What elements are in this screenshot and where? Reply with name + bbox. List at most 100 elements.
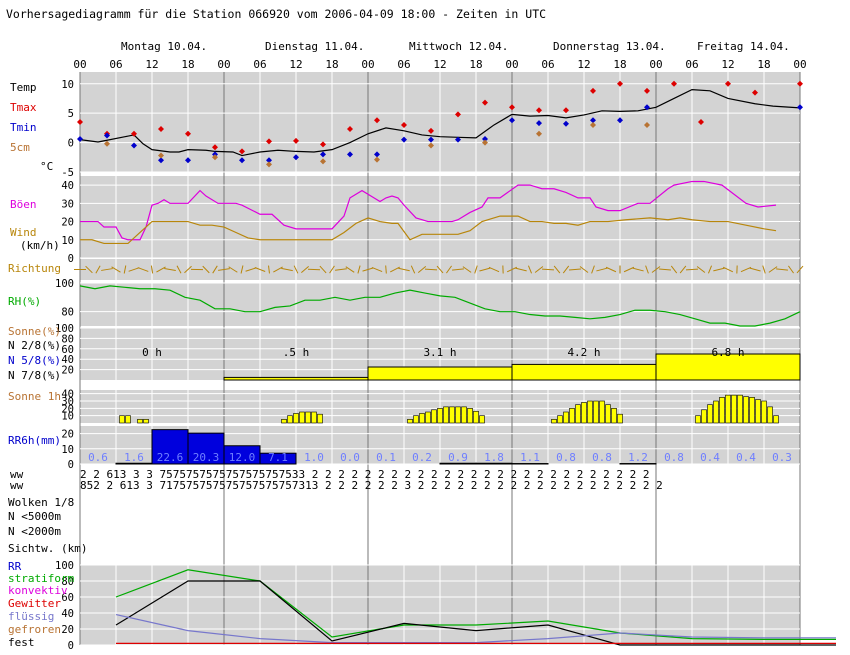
hour-tick-label: 00: [793, 58, 806, 71]
tmin-point: [644, 104, 650, 111]
sun-hours-label: .5 h: [283, 346, 310, 359]
fluessig-line: [115, 614, 836, 644]
tmin-point: [563, 120, 569, 127]
rh-line: [79, 285, 801, 327]
tmax-point: [509, 104, 515, 111]
label-ww1: ww: [10, 468, 24, 481]
wind-direction-arrow: [410, 265, 416, 274]
hour-tick-label: 00: [649, 58, 662, 71]
wind-direction-arrow: [228, 266, 238, 273]
hour-tick-label: 18: [757, 58, 770, 71]
label-sonne: Sonne(%): [8, 325, 61, 338]
sun-hour-bar: [413, 415, 419, 424]
label-5cm: 5cm: [10, 141, 30, 154]
sun-hour-bar: [611, 408, 617, 424]
wind-direction-arrow: [164, 267, 176, 272]
rr6h-bar: [151, 429, 189, 465]
sun-hours-label: 4.2 h: [567, 346, 600, 359]
sun-hour-bar: [695, 415, 701, 424]
tmax-point: [131, 130, 137, 137]
wind-direction-arrow: [137, 267, 149, 272]
tmax-point: [239, 148, 245, 155]
wind-direction-arrow: [101, 268, 113, 271]
sun-hour-bar: [143, 419, 149, 424]
rr6h-value-label: 0.9: [448, 451, 468, 464]
sun-hour-bar: [767, 406, 773, 424]
sun-hour-bar: [557, 415, 563, 424]
hour-tick-label: 18: [613, 58, 626, 71]
wind-direction-arrow: [398, 267, 410, 272]
sun-ytick: 40: [61, 354, 74, 366]
wind-direction-arrow: [128, 267, 140, 272]
ww-row-2: 852 2 613 3 717575757575757575757313 2 2…: [80, 479, 663, 492]
wind-direction-arrow: [562, 265, 570, 274]
sun-hour-bar: [701, 409, 707, 424]
wind-direction-arrow: [301, 265, 309, 274]
wind-direction-arrow: [268, 265, 270, 274]
rr6h-value-label: 0.8: [592, 451, 612, 464]
sun-hour-bar: [773, 415, 779, 424]
temp-ytick: 10: [61, 79, 74, 91]
wind-direction-arrow: [670, 265, 678, 274]
tmin-point: [104, 132, 110, 139]
hour-tick-label: 06: [109, 58, 122, 71]
wind-direction-arrow: [95, 265, 101, 274]
tmin-point: [131, 142, 137, 149]
label-boen: Böen: [10, 198, 37, 211]
rr6h-value-label: 0.4: [700, 451, 720, 464]
wind-direction-arrow: [329, 265, 335, 274]
t5cm-point: [590, 121, 596, 128]
tmax-point: [725, 80, 731, 87]
rr6h-value-label: 0.6: [88, 451, 108, 464]
rr6h-value-label: 1.8: [484, 451, 504, 464]
tmax-point: [428, 127, 434, 134]
hour-tick-label: 12: [721, 58, 734, 71]
wind-direction-arrow: [596, 267, 608, 272]
sun-day-bar: [511, 363, 657, 381]
day-label: Mittwoch 12.04.: [409, 40, 508, 53]
tmin-point: [266, 157, 272, 164]
tmax-point: [590, 87, 596, 94]
label-richtung: Richtung: [8, 262, 61, 275]
label-rr: RR: [8, 560, 22, 573]
sun1-ytick: 10: [61, 411, 74, 423]
label-rr6h: RR6h(mm): [8, 434, 61, 447]
wind-direction-arrow: [553, 265, 561, 274]
sun-hour-bar: [119, 415, 125, 424]
wind-direction-arrow: [768, 266, 778, 273]
label-sicht: Sichtw. (km): [8, 542, 87, 555]
wind-direction-arrow: [645, 265, 649, 274]
sun-hour-bar: [137, 419, 143, 424]
tmin-point: [401, 136, 407, 143]
sun-hour-bar: [467, 408, 473, 424]
tmax-point: [401, 121, 407, 128]
wind-direction-arrow: [273, 266, 283, 273]
sun-hour-bar: [563, 411, 569, 424]
sun-hour-bar: [419, 413, 425, 424]
wind-direction-arrow: [390, 266, 400, 273]
hour-tick-label: 18: [325, 58, 338, 71]
wind-direction-arrow: [218, 268, 230, 271]
wind-direction-arrow: [749, 267, 761, 272]
wind-direction-arrow: [281, 267, 293, 272]
tmax-point: [563, 107, 569, 114]
wind-line: [80, 215, 777, 245]
rr6-ytick: 10: [61, 444, 74, 456]
hour-tick-label: 06: [541, 58, 554, 71]
sun1-ytick: 20: [61, 403, 74, 415]
t5cm-point: [104, 140, 110, 147]
hour-tick-label: 00: [361, 58, 374, 71]
wind-direction-arrow: [605, 266, 617, 273]
wind-direction-arrow: [202, 265, 210, 274]
sun-hour-bar: [449, 406, 455, 424]
sun-hour-bar: [431, 409, 437, 424]
wind-direction-arrow: [651, 266, 661, 273]
sun-hours-label: 6.8 h: [711, 346, 744, 359]
rr6h-value-label: 0.3: [772, 451, 792, 464]
wind-direction-arrow: [150, 265, 154, 274]
sun-ytick: 60: [61, 344, 74, 356]
sun-day-bar: [655, 353, 801, 381]
hour-tick-label: 18: [181, 58, 194, 71]
data-marks: [74, 80, 836, 646]
sun-hour-bar: [551, 419, 557, 424]
